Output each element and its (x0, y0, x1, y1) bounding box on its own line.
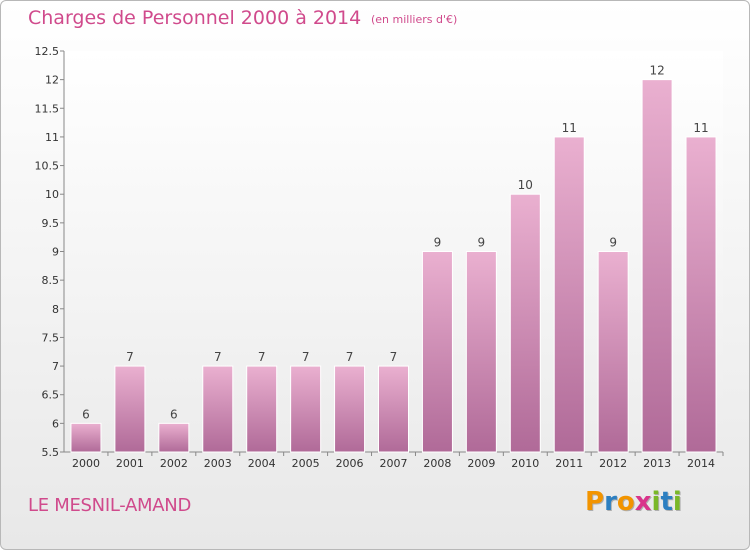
logo-letter: o (616, 487, 635, 517)
bar-2009 (465, 251, 497, 453)
bar-2006 (334, 365, 366, 453)
data-label-2006: 7 (346, 350, 354, 364)
logo-letter: P (585, 487, 605, 517)
bar-2012 (597, 251, 629, 453)
x-tick-label: 2007 (380, 457, 408, 470)
y-tick-label: 10 (45, 188, 59, 201)
logo-letter: i (672, 487, 682, 517)
x-tick-label: 2003 (204, 457, 232, 470)
proxiti-logo: Proxiti (585, 487, 682, 517)
logo-letter: t (660, 487, 673, 517)
data-label-2005: 7 (302, 350, 310, 364)
y-tick-label: 7 (52, 360, 59, 373)
bar-2014 (685, 136, 717, 453)
data-label-2008: 9 (434, 236, 442, 250)
x-tick-label: 2005 (292, 457, 320, 470)
data-label-2002: 6 (170, 407, 178, 421)
y-tick-label: 11 (45, 131, 59, 144)
y-tick-label: 12 (45, 74, 59, 87)
x-tick-label: 2002 (160, 457, 188, 470)
data-label-2001: 7 (126, 350, 134, 364)
logo-letter: r (604, 487, 617, 517)
x-tick-label: 2008 (423, 457, 451, 470)
x-tick-label: 2001 (116, 457, 144, 470)
data-label-2004: 7 (258, 350, 266, 364)
y-tick-label: 8.5 (42, 274, 60, 287)
x-tick-label: 2012 (599, 457, 627, 470)
data-label-2012: 9 (609, 236, 617, 250)
data-label-2011: 11 (562, 121, 577, 135)
bar-2000 (70, 422, 102, 453)
y-tick-label: 10.5 (35, 160, 60, 173)
data-label-2007: 7 (390, 350, 398, 364)
bar-2005 (290, 365, 322, 453)
x-tick-label: 2013 (643, 457, 671, 470)
x-tick-label: 2009 (467, 457, 495, 470)
data-label-2009: 9 (478, 236, 486, 250)
bar-2011 (553, 136, 585, 453)
y-tick-label: 8 (52, 303, 59, 316)
x-tick-label: 2010 (511, 457, 539, 470)
y-tick-label: 12.5 (35, 45, 60, 58)
y-tick-label: 6 (52, 417, 59, 430)
bar-2013 (641, 79, 673, 453)
bar-2007 (378, 365, 409, 453)
bar-2004 (246, 365, 278, 453)
y-tick-label: 11.5 (35, 102, 60, 115)
data-label-2013: 12 (649, 64, 664, 78)
bar-2010 (509, 193, 541, 453)
bar-2001 (114, 365, 146, 453)
commune-name: LE MESNIL-AMAND (28, 495, 192, 516)
data-label-2003: 7 (214, 350, 222, 364)
x-tick-label: 2004 (248, 457, 276, 470)
y-tick-label: 6.5 (42, 389, 60, 402)
x-tick-label: 2014 (687, 457, 715, 470)
x-tick-label: 2011 (555, 457, 583, 470)
bar-2002 (158, 422, 190, 453)
chart-unit: (en milliers d'€) (371, 13, 458, 26)
bar-2003 (202, 365, 234, 453)
logo-letter: x (634, 487, 652, 517)
data-label-2000: 6 (82, 407, 90, 421)
y-tick-label: 7.5 (42, 331, 60, 344)
x-tick-label: 2000 (72, 457, 100, 470)
chart-title: Charges de Personnel 2000 à 2014 (28, 7, 362, 29)
y-tick-label: 9.5 (42, 217, 60, 230)
y-tick-label: 9 (52, 246, 59, 259)
data-label-2014: 11 (693, 121, 708, 135)
bar-2008 (421, 251, 453, 453)
logo-letter: i (651, 487, 661, 517)
data-label-2010: 10 (518, 178, 533, 192)
x-tick-label: 2006 (336, 457, 364, 470)
y-tick-label: 5.5 (42, 446, 60, 459)
